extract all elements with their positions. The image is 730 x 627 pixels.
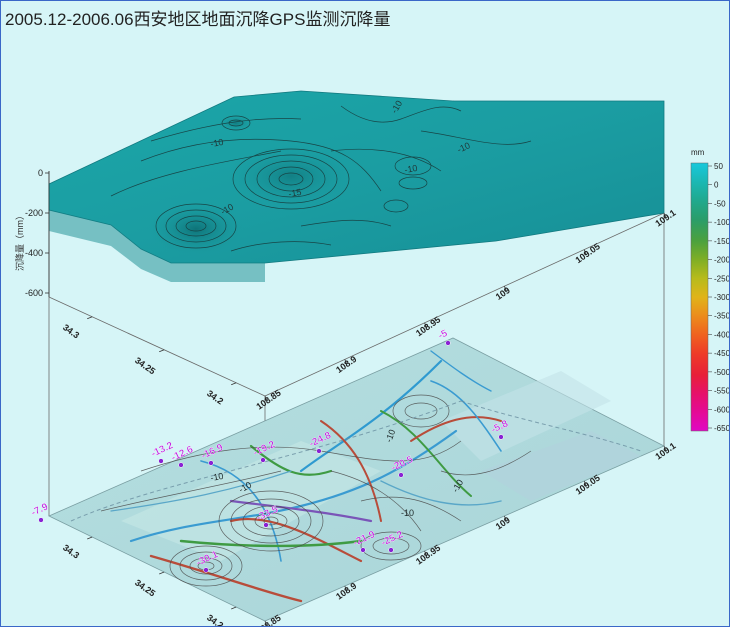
gps-point-marker bbox=[178, 462, 184, 468]
gps-point-marker bbox=[445, 340, 451, 346]
z-tick-label: -600 bbox=[25, 288, 43, 298]
z-axis-label: 沉降量（mm） bbox=[14, 211, 25, 271]
colorbar-tick-label: -650 bbox=[714, 424, 729, 433]
colorbar-tick-label: -300 bbox=[714, 293, 729, 302]
colorbar-tick-label: -400 bbox=[714, 330, 729, 339]
base-contour-label: -10 bbox=[401, 508, 414, 518]
colorbar-tick-label: 50 bbox=[714, 162, 723, 171]
gps-point-marker bbox=[38, 517, 44, 523]
x-tick-label: 109 bbox=[494, 285, 512, 302]
colorbar-bar bbox=[690, 162, 709, 432]
base-contour-label: -10 bbox=[210, 471, 225, 483]
y-tick-label: 34.3 bbox=[61, 542, 81, 560]
y-tick-label: 34.2 bbox=[205, 612, 225, 626]
gps-point-marker bbox=[360, 547, 366, 553]
gps-point-marker bbox=[158, 458, 164, 464]
colorbar-tick-label: -450 bbox=[714, 349, 729, 358]
colorbar-tick-label: -250 bbox=[714, 274, 729, 283]
gps-point-marker bbox=[388, 547, 394, 553]
base-contour-label: -10 bbox=[383, 428, 397, 444]
gps-point-label: -5 bbox=[437, 328, 450, 342]
gps-point-marker bbox=[498, 434, 504, 440]
colorbar-tick-label: -600 bbox=[714, 405, 729, 414]
surface-contour-label: -10 bbox=[210, 137, 225, 149]
surface-contour-label: -10 bbox=[404, 163, 419, 175]
y-tick-label: 34.2 bbox=[205, 388, 225, 406]
z-tick-label: -200 bbox=[25, 208, 43, 218]
colorbar-tick-label: -500 bbox=[714, 368, 729, 377]
colorbar-tick-label: -550 bbox=[714, 387, 729, 396]
gps-point-marker bbox=[203, 567, 209, 573]
gps-point-marker bbox=[263, 522, 269, 528]
subsidence-surface: -10 -10 -10 -15 -10 -10 bbox=[48, 90, 665, 282]
colorbar-tick-label: 0 bbox=[714, 181, 719, 190]
colorbar-tick-label: -200 bbox=[714, 256, 729, 265]
z-axis: 0 -200 -400 -600 bbox=[25, 168, 50, 298]
colorbar-tick-label: -50 bbox=[714, 199, 726, 208]
colorbar-tick-label: -350 bbox=[714, 312, 729, 321]
gps-point-marker bbox=[316, 448, 322, 454]
colorbar-unit: mm bbox=[691, 148, 705, 157]
gps-point-label: -7.9 bbox=[30, 501, 51, 518]
z-tick-label: 0 bbox=[38, 168, 43, 178]
z-tick-label: -400 bbox=[25, 248, 43, 258]
x-tick-label: 109.05 bbox=[574, 241, 602, 265]
colorbar-tick-label: -100 bbox=[714, 218, 729, 227]
surface-contour-label: -10 bbox=[456, 140, 472, 155]
y-tick-label: 34.25 bbox=[133, 355, 157, 376]
x-tick-label: 108.9 bbox=[334, 354, 358, 375]
chart-title: 2005.12-2006.06西安地区地面沉降GPS监测沉降量 bbox=[5, 10, 391, 29]
base-map bbox=[48, 337, 665, 622]
colorbar-tick-label: -150 bbox=[714, 237, 729, 246]
gps-point-marker bbox=[208, 460, 214, 466]
y-tick-label: 34.3 bbox=[61, 322, 81, 340]
y-tick-label: 34.25 bbox=[133, 577, 157, 598]
x-tick-label: 108.85 bbox=[254, 388, 282, 412]
gps-point-marker bbox=[260, 457, 266, 463]
color-legend: mm 50 0 -50 -100 -150 -200 -250 -300 -350 -400 -45… bbox=[690, 148, 729, 433]
gps-point-marker bbox=[398, 472, 404, 478]
surface-contour-label: -15 bbox=[288, 187, 303, 199]
